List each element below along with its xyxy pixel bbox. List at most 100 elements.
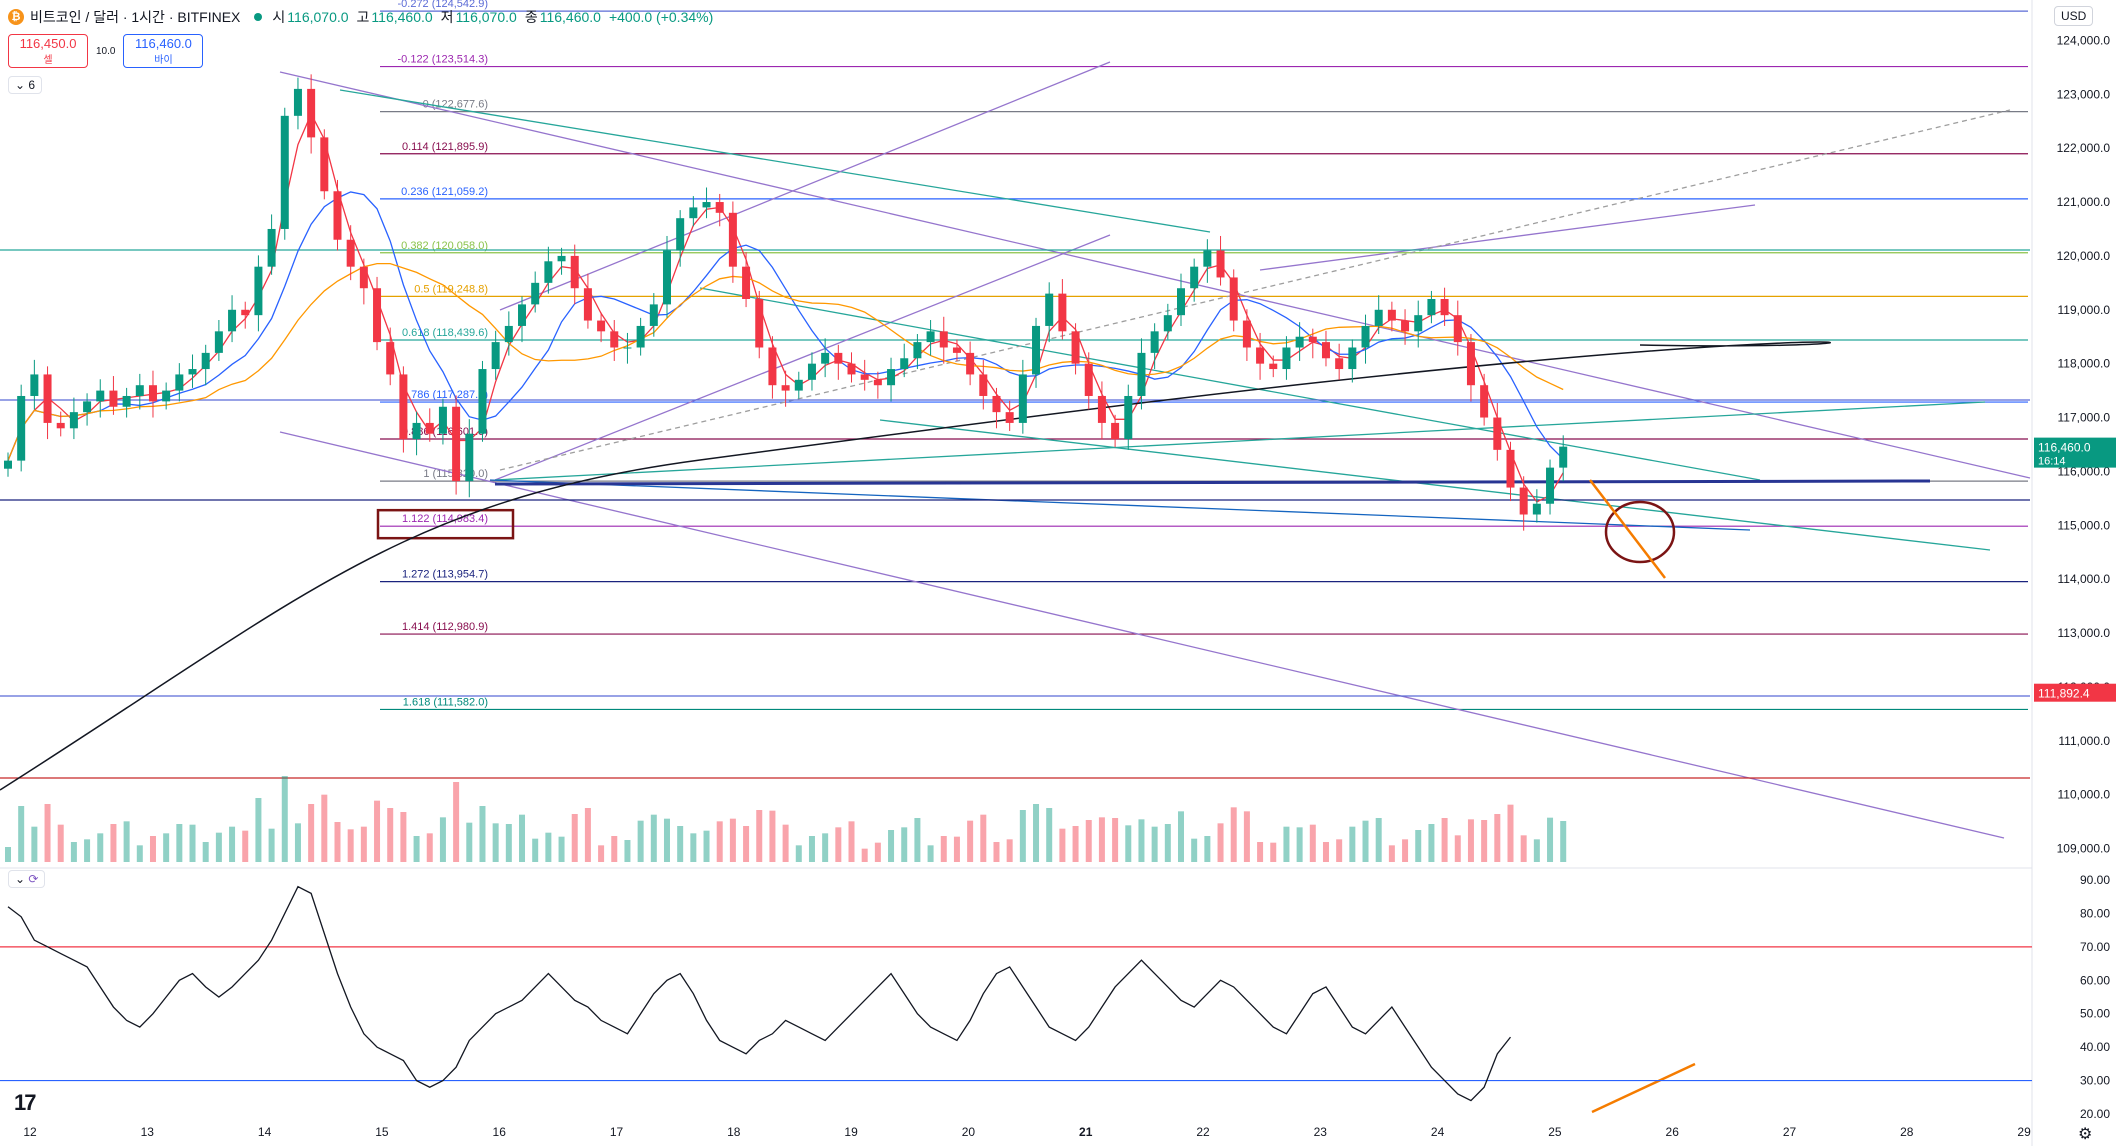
- rsi-tick-label: 50.00: [2080, 1007, 2110, 1021]
- trend-line: [279, 71, 2031, 479]
- price-tick-label: 110,000.0: [2058, 788, 2111, 802]
- volume-bar: [97, 833, 104, 862]
- candle: [1440, 299, 1449, 316]
- volume-bar: [1217, 823, 1224, 862]
- volume-bar: [1362, 820, 1369, 862]
- volume-bar: [558, 836, 565, 862]
- candle: [412, 422, 421, 440]
- candle: [188, 369, 197, 375]
- volume-bar: [611, 836, 618, 862]
- price-tick-label: 124,000.0: [2057, 33, 2111, 47]
- rsi-tick-label: 30.00: [2080, 1074, 2110, 1088]
- price-label-text: 111,892.4: [2038, 687, 2090, 701]
- price-tick-label: 114,000.0: [2058, 572, 2111, 586]
- volume-bar: [927, 845, 934, 862]
- time-tick-label: 26: [1666, 1125, 1680, 1139]
- time-tick-label: 15: [375, 1125, 389, 1139]
- candle: [83, 401, 92, 413]
- trend-line: [489, 479, 1751, 531]
- volume-bar: [874, 842, 881, 862]
- fib-level-label: 0.786 (117,287.5): [402, 389, 488, 401]
- price-tick-label: 116,000.0: [2058, 464, 2111, 478]
- candle: [1361, 325, 1370, 348]
- volume-bar: [1507, 804, 1514, 862]
- volume-bar: [1019, 810, 1026, 862]
- rsi-trend-line-orange: [1591, 1062, 1696, 1114]
- candle: [702, 202, 711, 208]
- candle: [135, 385, 144, 396]
- volume-bar: [1059, 828, 1066, 862]
- price-tick-label: 113,000.0: [2058, 626, 2111, 640]
- candle: [1427, 299, 1436, 316]
- gear-icon[interactable]: ⚙: [2078, 1126, 2093, 1143]
- candle: [952, 347, 961, 353]
- sell-button[interactable]: 116,450.0 셀: [8, 34, 88, 68]
- symbol-title[interactable]: 비트코인 / 달러 · 1시간 · BITFINEX: [30, 9, 241, 25]
- candle: [781, 385, 790, 391]
- volume-bar: [769, 810, 776, 862]
- trend-line-orange: [1589, 479, 1666, 579]
- volume-bar: [1072, 826, 1079, 862]
- time-tick-label: 27: [1783, 1125, 1797, 1139]
- fib-level-label: 0 (122,677.6): [423, 99, 488, 111]
- volume-bar: [1283, 826, 1290, 862]
- tradingview-logo-icon: 17: [14, 1090, 37, 1115]
- close-label: 종: [524, 9, 538, 25]
- candle: [1150, 331, 1159, 353]
- candle: [742, 266, 751, 300]
- candle: [1124, 395, 1133, 440]
- volume-bar: [5, 847, 11, 862]
- buy-button[interactable]: 116,460.0 바이: [123, 34, 204, 68]
- moving-average-line-200: [0, 341, 1832, 791]
- volume-bar: [1151, 826, 1158, 862]
- candle: [359, 266, 368, 289]
- currency-selector[interactable]: USD: [2054, 6, 2094, 26]
- indicators-toggle[interactable]: ⌄ 6: [8, 76, 43, 94]
- candle: [623, 347, 632, 349]
- candle: [1519, 487, 1528, 515]
- moving-average-line: [7, 263, 1564, 461]
- candle: [583, 288, 592, 321]
- candle: [1269, 363, 1278, 370]
- volume-bar: [439, 817, 446, 862]
- volume-bar: [1191, 838, 1198, 862]
- volume-bar: [690, 833, 697, 862]
- fib-level-label: 0.114 (121,895.9): [402, 141, 488, 153]
- open-label: 시: [272, 9, 286, 25]
- volume-bar: [1547, 817, 1554, 862]
- candle: [1097, 395, 1106, 423]
- volume-bar: [703, 830, 710, 862]
- rsi-pane-toggle[interactable]: ⌄ ⟳: [8, 870, 46, 888]
- candle: [438, 406, 447, 434]
- moving-average-line: [7, 191, 1564, 461]
- volume-bar: [835, 827, 842, 862]
- trend-line: [494, 234, 1111, 481]
- candle: [834, 352, 843, 364]
- candle: [1242, 320, 1251, 348]
- market-status-icon: [254, 13, 263, 21]
- volume-bar: [756, 810, 763, 862]
- volume-bar: [1349, 826, 1356, 862]
- volume-bar: [255, 798, 262, 862]
- volume-bar: [650, 814, 657, 862]
- volume-bar: [505, 824, 512, 862]
- volume-bar: [1388, 845, 1395, 862]
- candle: [1058, 293, 1067, 332]
- volume-bar: [1138, 819, 1145, 862]
- candle: [254, 266, 263, 316]
- buy-label: 바이: [154, 55, 173, 66]
- candle: [1493, 417, 1502, 450]
- volume-bar: [1204, 836, 1211, 862]
- trend-line: [499, 109, 2011, 471]
- volume-bar: [44, 804, 51, 862]
- volume-bar: [347, 829, 354, 862]
- candle: [1348, 347, 1357, 370]
- time-tick-label: 20: [962, 1125, 976, 1139]
- highlight-box: [376, 508, 515, 540]
- volume-bar: [993, 842, 1000, 862]
- fib-level-label: -0.272 (124,542.9): [397, 0, 488, 10]
- volume-bar: [1006, 839, 1013, 862]
- high-label: 고: [356, 9, 370, 25]
- volume-bar: [374, 800, 381, 862]
